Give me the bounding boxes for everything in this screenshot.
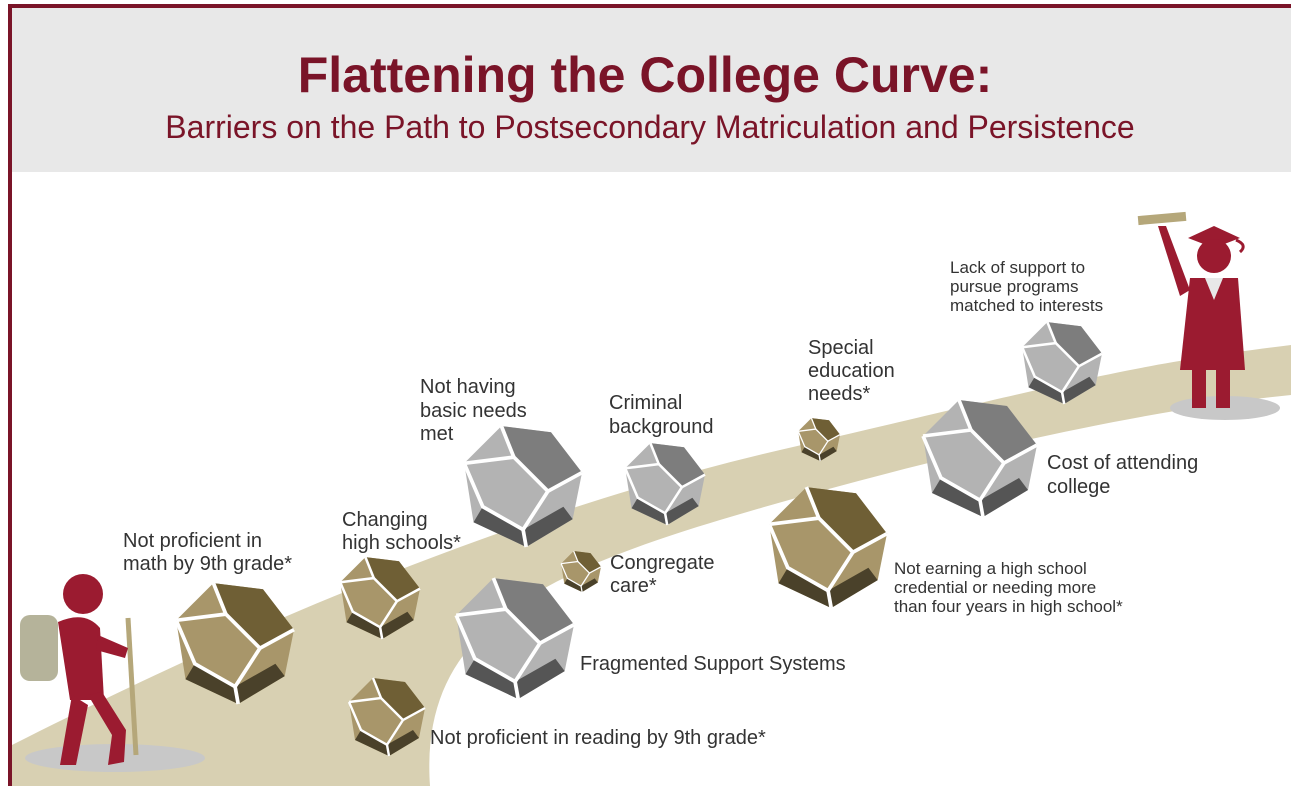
subtitle: Barriers on the Path to Postsecondary Ma…	[165, 109, 1134, 145]
barrier-label: Not earning a high school	[894, 559, 1087, 578]
barrier-label: than four years in high school*	[894, 597, 1123, 616]
barrier-label: basic needs	[420, 400, 527, 422]
barrier-label: Congregate	[610, 552, 715, 574]
barrier-label: background	[609, 416, 714, 438]
barrier-label: Not proficient in	[123, 530, 262, 552]
barrier-label: matched to interests	[950, 296, 1103, 315]
page: Flattening the College Curve: Barriers o…	[0, 0, 1291, 786]
barrier-label: pursue programs	[950, 277, 1079, 296]
barrier-label: needs*	[808, 383, 870, 405]
barrier-label: met	[420, 423, 454, 445]
barrier-label: Lack of support to	[950, 258, 1085, 277]
barrier-label: math by 9th grade*	[123, 553, 292, 575]
barrier-label: Fragmented Support Systems	[580, 653, 846, 675]
barrier-label: Special	[808, 337, 874, 359]
title: Flattening the College Curve:	[298, 47, 993, 103]
barrier-label: credential or needing more	[894, 578, 1096, 597]
barrier-label: high schools*	[342, 532, 461, 554]
barrier-label: Criminal	[609, 392, 682, 414]
barrier-label: Not proficient in reading by 9th grade*	[430, 727, 766, 749]
left-border	[8, 4, 12, 786]
barrier-label: care*	[610, 575, 657, 597]
barrier-label: Cost of attending	[1047, 452, 1198, 474]
top-border	[8, 4, 1291, 8]
barrier-label: Changing	[342, 509, 428, 531]
barrier-label: education	[808, 360, 895, 382]
barrier-label: Not having	[420, 376, 516, 398]
barrier-label: college	[1047, 476, 1110, 498]
infographic: Flattening the College Curve: Barriers o…	[0, 0, 1291, 786]
